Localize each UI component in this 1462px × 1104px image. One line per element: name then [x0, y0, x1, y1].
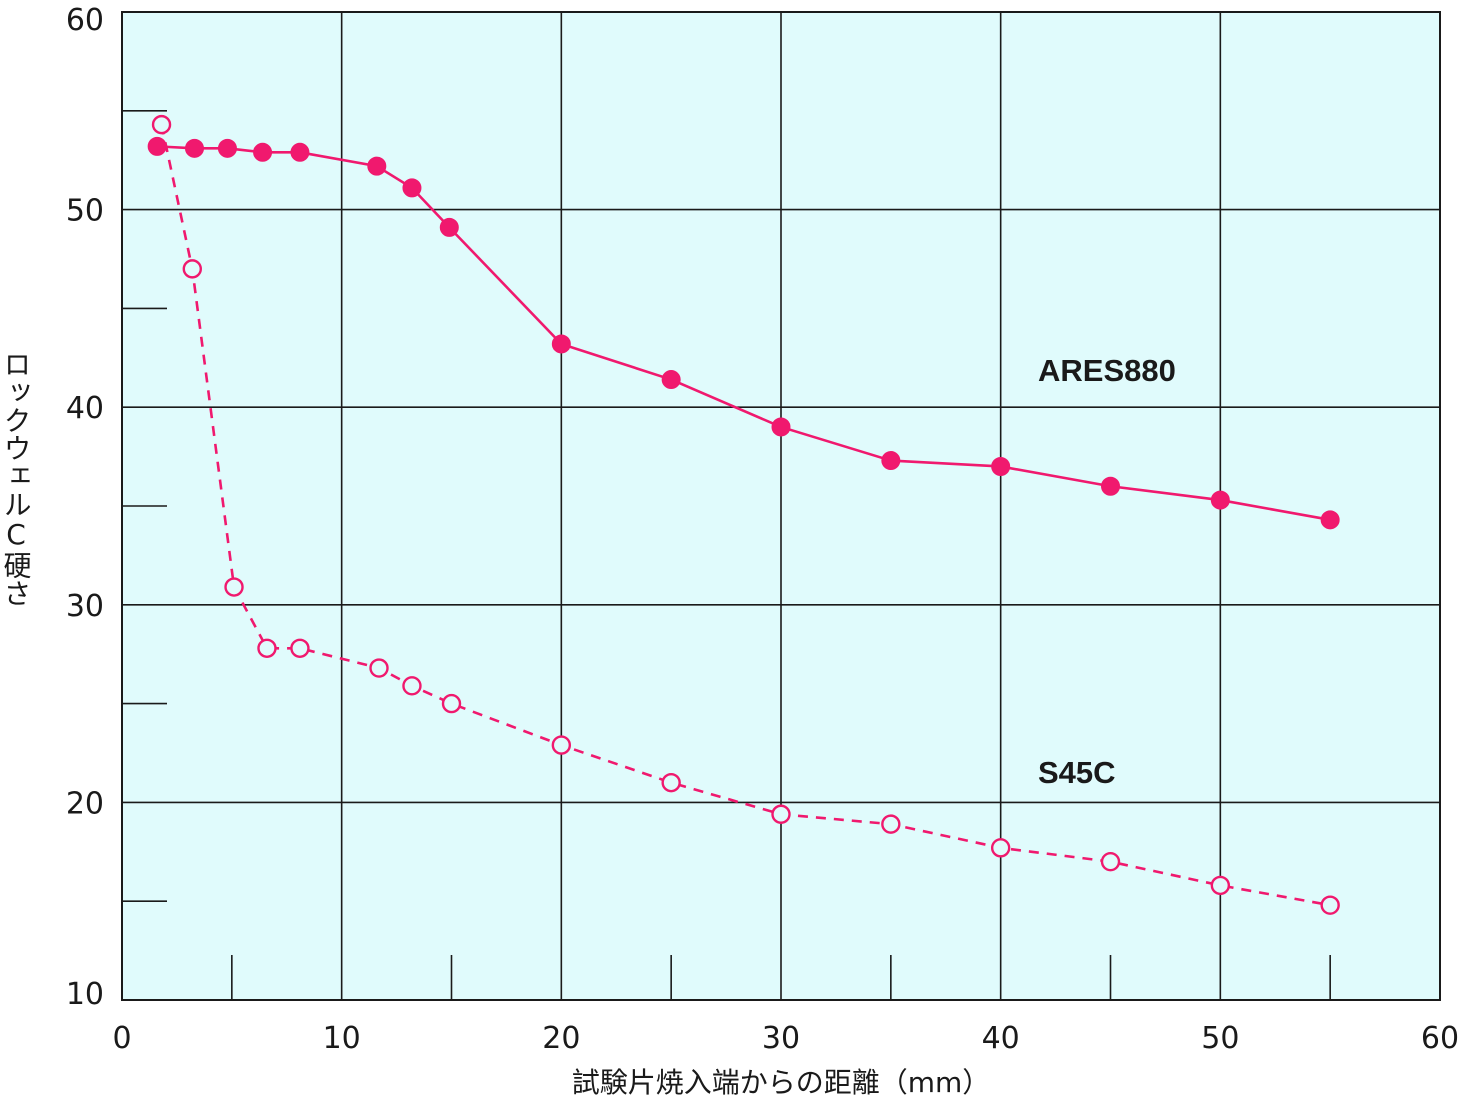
data-point-S45C-6 [402, 676, 422, 696]
data-point-S45C-5 [369, 658, 389, 678]
series-S45C [151, 114, 1340, 915]
series-ARES880 [147, 136, 1340, 530]
series-label-ARES880: ARES880 [1038, 353, 1176, 388]
y-tick-label-30: 30 [66, 589, 104, 624]
data-point-ARES880-1 [184, 138, 204, 158]
y-tick-label-20: 20 [66, 786, 104, 821]
data-point-S45C-0 [151, 114, 172, 135]
data-point-ARES880-0 [147, 136, 167, 156]
data-point-ARES880-14 [1210, 490, 1230, 510]
grid-lines [122, 12, 1440, 1000]
data-point-ARES880-7 [439, 217, 459, 237]
data-point-ARES880-13 [1101, 476, 1120, 496]
data-point-S45C-1 [182, 259, 202, 279]
series-layer [147, 114, 1340, 915]
data-point-S45C-15 [1320, 895, 1340, 915]
data-point-S45C-13 [1100, 851, 1121, 872]
data-point-S45C-9 [661, 772, 681, 793]
x-tick-label-60: 60 [1421, 1021, 1459, 1056]
data-point-ARES880-8 [551, 334, 571, 354]
data-point-ARES880-6 [402, 178, 422, 198]
data-point-ARES880-5 [367, 156, 387, 176]
data-point-ARES880-12 [991, 456, 1011, 476]
y-tick-label-40: 40 [66, 391, 104, 426]
y-tick-label-60: 60 [66, 3, 104, 38]
x-tick-label-30: 30 [762, 1021, 800, 1056]
data-point-S45C-2 [224, 577, 244, 597]
series-line-ARES880 [157, 145, 1331, 522]
data-point-ARES880-11 [881, 451, 901, 471]
x-axis-tick-labels: 0 10 20 30 40 50 60 [112, 1021, 1459, 1056]
data-point-S45C-7 [441, 693, 462, 714]
series-label-S45C: S45C [1038, 755, 1116, 790]
y-axis-title: ロックウェルC硬さ [0, 350, 33, 607]
y-tick-label-10: 10 [66, 977, 104, 1012]
data-point-S45C-10 [771, 804, 791, 824]
x-tick-label-50: 50 [1201, 1021, 1239, 1056]
y-tick-label-50: 50 [66, 194, 104, 229]
data-point-ARES880-2 [217, 138, 237, 158]
data-point-ARES880-10 [771, 417, 791, 437]
data-point-S45C-11 [881, 814, 901, 834]
data-point-S45C-3 [257, 638, 277, 658]
data-point-S45C-8 [551, 735, 572, 755]
data-point-ARES880-15 [1320, 510, 1340, 530]
series-labels: ARES880 S45C [1038, 353, 1176, 790]
data-point-ARES880-9 [661, 370, 681, 390]
x-tick-label-10: 10 [323, 1021, 361, 1056]
x-tick-label-40: 40 [982, 1021, 1020, 1056]
y-axis-tick-labels: 10 20 30 40 50 60 [66, 3, 104, 1012]
plot-frame [121, 11, 1441, 1001]
data-point-ARES880-4 [290, 142, 310, 162]
minor-ticks [122, 110, 1331, 1000]
data-point-S45C-12 [990, 838, 1011, 858]
x-tick-label-0: 0 [112, 1021, 131, 1056]
series-line-S45C [160, 124, 1331, 907]
data-point-S45C-4 [290, 638, 310, 658]
data-point-ARES880-3 [253, 142, 273, 162]
x-axis-title: 試験片焼入端からの距離（mm） [572, 1066, 991, 1099]
x-tick-label-20: 20 [542, 1021, 580, 1056]
data-point-S45C-14 [1210, 875, 1231, 896]
